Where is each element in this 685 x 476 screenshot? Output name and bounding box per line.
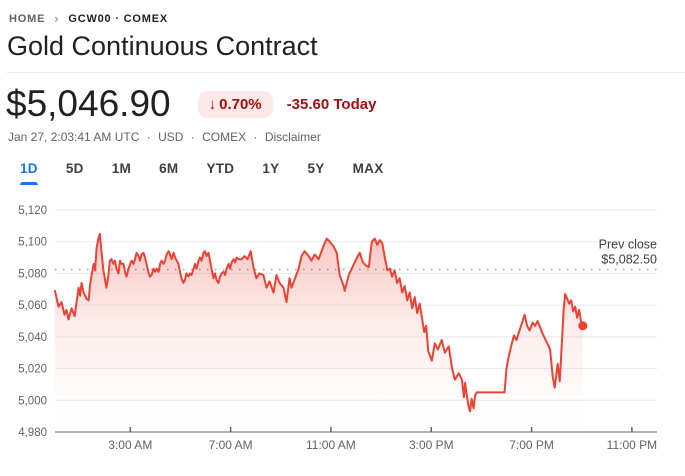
arrow-down-icon: ↓ bbox=[208, 95, 217, 113]
range-tab-label: MAX bbox=[352, 161, 384, 176]
active-tab-underline bbox=[112, 182, 131, 185]
x-axis-label: 7:00 AM bbox=[209, 438, 253, 452]
meta-separator: · bbox=[253, 130, 258, 144]
active-tab-underline bbox=[206, 182, 234, 185]
range-tab-label: 1D bbox=[20, 161, 38, 176]
change-absolute: -35.60 Today bbox=[286, 95, 377, 113]
last-price-dot bbox=[578, 321, 588, 331]
range-tab-label: 6M bbox=[159, 161, 179, 176]
active-tab-underline bbox=[353, 182, 384, 185]
price-chart[interactable]: 5,120 5,100 5,080 5,060 5,040 5,020 5,000 4,980… bbox=[0, 195, 685, 476]
active-tab-underline bbox=[307, 182, 324, 185]
change-percent: 0.70% bbox=[219, 95, 262, 113]
active-tab-underline bbox=[262, 182, 279, 185]
meta-separator: · bbox=[146, 130, 151, 144]
page-title: Gold Continuous Contract bbox=[7, 31, 318, 61]
active-tab-underline bbox=[66, 182, 84, 185]
quote-header: $5,046.90 ↓ 0.70% -35.60 Today bbox=[6, 84, 376, 124]
breadcrumb: HOME › GCW00 · COMEX bbox=[9, 12, 168, 25]
change-percent-badge: ↓ 0.70% bbox=[197, 90, 273, 118]
x-axis-label: 3:00 AM bbox=[108, 438, 152, 452]
range-tab-label: 1M bbox=[111, 161, 132, 176]
range-tab-1d[interactable]: 1D bbox=[20, 159, 38, 185]
range-tab-label: 1Y bbox=[262, 161, 280, 176]
prev-close-value: $5,082.50 bbox=[601, 253, 657, 267]
y-axis-label: 5,120 bbox=[18, 205, 47, 217]
x-axis-label: 3:00 PM bbox=[409, 438, 454, 452]
price-chart-canvas[interactable]: 5,120 5,100 5,080 5,060 5,040 5,020 5,000 4,980… bbox=[0, 195, 685, 476]
active-tab-underline bbox=[20, 182, 38, 185]
header-divider bbox=[7, 72, 685, 73]
disclaimer-link[interactable]: Disclaimer bbox=[264, 130, 321, 144]
breadcrumb-home-link[interactable]: HOME bbox=[9, 12, 46, 25]
y-axis-label: 5,100 bbox=[18, 237, 47, 249]
quote-meta: Jan 27, 2:03:41 AM UTC · USD · COMEX · D… bbox=[8, 130, 321, 144]
price-area-fill bbox=[55, 233, 583, 432]
quote-exchange: COMEX bbox=[202, 130, 247, 144]
x-axis-label: 7:00 PM bbox=[509, 438, 554, 452]
range-tab-label: YTD bbox=[206, 161, 235, 176]
active-tab-underline bbox=[159, 182, 178, 185]
range-tab-6m[interactable]: 6M bbox=[159, 159, 178, 185]
range-tab-ytd[interactable]: YTD bbox=[206, 159, 234, 185]
range-tab-1y[interactable]: 1Y bbox=[262, 159, 279, 185]
y-axis-label: 5,000 bbox=[18, 395, 47, 407]
prev-close-label: Prev close bbox=[599, 238, 657, 252]
range-tabs: 1D 5D 1M 6M YTD 1Y 5Y MAX bbox=[20, 159, 412, 185]
y-axis-label: 5,080 bbox=[18, 268, 47, 280]
quote-timestamp: Jan 27, 2:03:41 AM UTC bbox=[8, 130, 140, 144]
breadcrumb-chevron-icon: › bbox=[54, 11, 60, 26]
x-axis-label: 11:00 AM bbox=[306, 438, 356, 452]
x-axis-label: 11:00 PM bbox=[607, 438, 657, 452]
y-axis-label: 5,060 bbox=[18, 300, 47, 312]
current-price: $5,046.90 bbox=[6, 83, 171, 124]
meta-separator: · bbox=[190, 130, 195, 144]
range-tab-5d[interactable]: 5D bbox=[66, 159, 84, 185]
y-axis-label: 5,040 bbox=[18, 332, 47, 344]
y-axis-label: 5,020 bbox=[18, 364, 47, 376]
range-tab-max[interactable]: MAX bbox=[353, 159, 384, 185]
range-tab-1m[interactable]: 1M bbox=[112, 159, 131, 185]
y-axis-label: 4,980 bbox=[18, 427, 47, 439]
breadcrumb-symbol: GCW00 · COMEX bbox=[68, 12, 168, 25]
range-tab-label: 5Y bbox=[307, 161, 325, 176]
price-line bbox=[54, 232, 584, 413]
range-tab-label: 5D bbox=[65, 161, 84, 176]
range-tab-5y[interactable]: 5Y bbox=[307, 159, 324, 185]
quote-currency: USD bbox=[158, 130, 184, 144]
